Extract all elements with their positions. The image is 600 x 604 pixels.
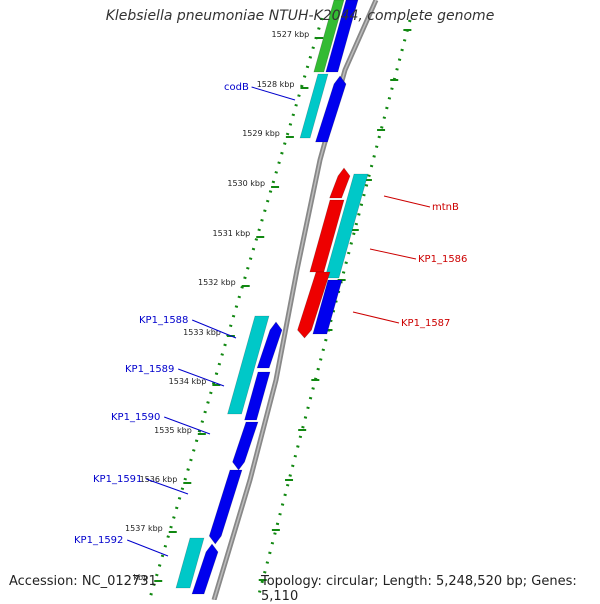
tick-label: 1534 kbp xyxy=(169,377,207,386)
tick-label: 1536 kbp xyxy=(140,475,178,484)
gene-cds xyxy=(299,73,329,139)
gene-cds xyxy=(297,271,331,339)
gene-cds xyxy=(175,537,205,589)
gene-cds xyxy=(324,173,369,279)
gene-cds xyxy=(227,315,270,415)
gene-cds xyxy=(232,421,259,471)
gene-cds xyxy=(329,167,351,199)
gene-label-leader xyxy=(251,86,296,101)
gene-label-leader xyxy=(352,311,400,324)
tick-label: 1535 kbp xyxy=(154,426,192,435)
gene-cds xyxy=(208,469,243,545)
tick-label: 1537 kbp xyxy=(125,524,163,533)
gene-label: KP1_1590 xyxy=(111,412,160,423)
tick-label: 1528 kbp xyxy=(257,80,295,89)
gene-label: codB xyxy=(224,82,249,93)
gene-cds xyxy=(312,279,343,335)
gene-label: mtnB xyxy=(432,202,459,213)
tick-label: 1533 kbp xyxy=(183,328,221,337)
tick-label: 1532 kbp xyxy=(198,278,236,287)
tick-label: 1531 kbp xyxy=(213,229,251,238)
gene-cds xyxy=(244,371,271,421)
tick-label: 1527 kbp xyxy=(272,30,310,39)
gene-label: KP1_1588 xyxy=(139,315,188,326)
gene-cds xyxy=(313,0,345,73)
gene-cds xyxy=(256,321,283,369)
tick-label: 1529 kbp xyxy=(242,129,280,138)
gene-label: KP1_1591 xyxy=(93,474,142,485)
gene-cds xyxy=(191,543,219,595)
gene-label-leader xyxy=(178,368,225,387)
gene-label-leader xyxy=(369,248,417,260)
gene-label-leader xyxy=(192,319,237,339)
gene-label-leader xyxy=(146,478,189,495)
left-ruler-track xyxy=(148,17,324,599)
genome-backbone-highlight xyxy=(213,0,377,601)
gene-label-leader xyxy=(164,416,211,435)
gene-label-leader xyxy=(383,195,431,208)
gene-cds xyxy=(315,75,347,143)
gene-cds xyxy=(325,0,359,73)
gene-label: KP1_1592 xyxy=(74,535,123,546)
tick-label: 1530 kbp xyxy=(227,179,265,188)
map-title: Klebsiella pneumoniae NTUH-K2044, comple… xyxy=(105,8,495,24)
gene-label: KP1_1589 xyxy=(125,364,174,375)
gene-label-leader xyxy=(127,539,169,557)
accession-text: Accession: NC_012731 xyxy=(9,574,157,589)
gene-label: KP1_1587 xyxy=(401,318,450,329)
tick-label: kbp xyxy=(133,573,148,582)
gene-label: KP1_1586 xyxy=(418,254,467,265)
